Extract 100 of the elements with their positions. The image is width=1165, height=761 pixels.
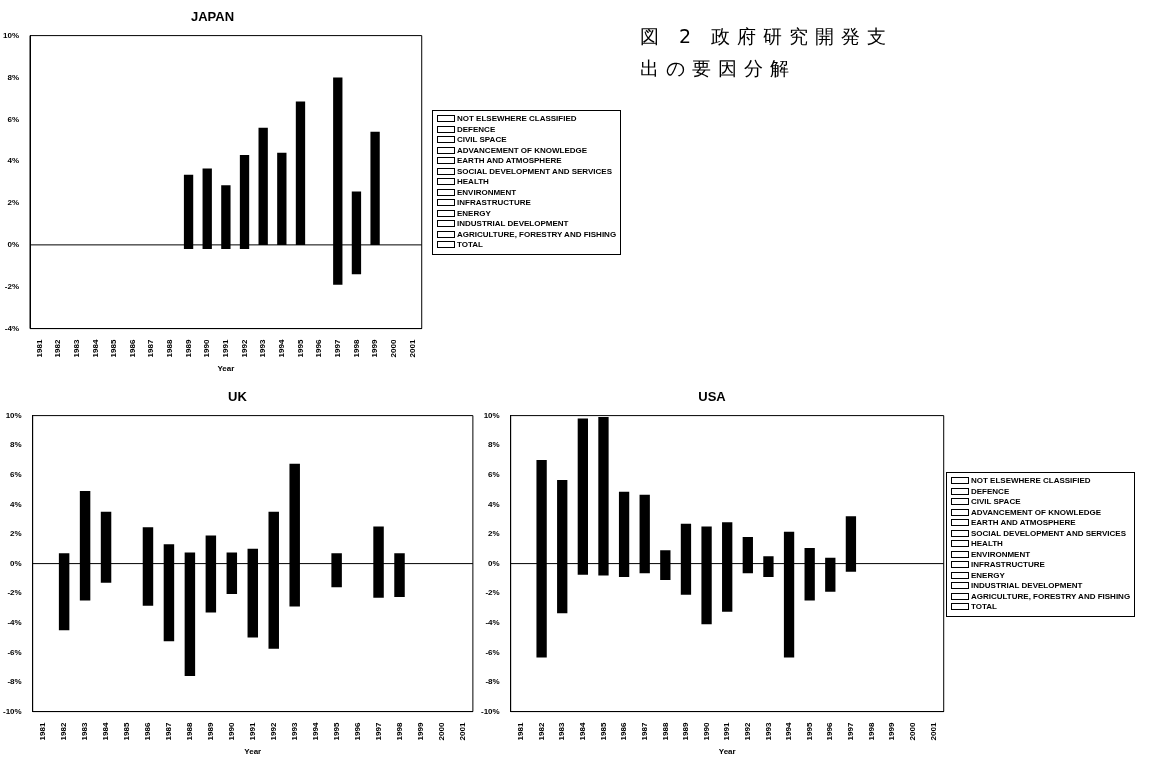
x-tick-label: 1988 bbox=[660, 722, 670, 741]
x-tick-label: 1983 bbox=[557, 722, 567, 741]
y-tick-label: -10% bbox=[480, 706, 500, 716]
text: HEALTH bbox=[970, 539, 1004, 550]
x-tick-label: 1997 bbox=[373, 722, 383, 741]
text: INFRASTRUCTURE bbox=[456, 198, 532, 209]
x-tick-label: 1998 bbox=[866, 722, 876, 741]
x-tick-label: 1999 bbox=[887, 722, 897, 741]
x-tick-label: 1982 bbox=[53, 339, 63, 358]
y-tick-label: -8% bbox=[485, 677, 500, 687]
text: EARTH AND ATMOSPHERE bbox=[456, 156, 563, 167]
x-tick-label: 1991 bbox=[221, 339, 231, 358]
y-tick-label: -4% bbox=[4, 323, 20, 333]
x-tick-label: 1989 bbox=[681, 722, 691, 741]
x-tick-label: 1994 bbox=[310, 722, 320, 741]
y-tick-label: 0% bbox=[488, 558, 500, 568]
y-tick-label: 10% bbox=[3, 30, 20, 40]
x-tick-label: 1994 bbox=[784, 722, 794, 741]
y-tick-label: 10% bbox=[483, 410, 500, 420]
y-tick-label: 10% bbox=[5, 410, 22, 420]
x-tick-label: 1982 bbox=[59, 722, 69, 741]
x-axis-title: Year bbox=[217, 364, 235, 374]
x-tick-label: 1996 bbox=[352, 722, 362, 741]
x-tick-label: 1988 bbox=[165, 339, 175, 358]
text: NOT ELSEWHERE CLASSIFIED bbox=[970, 476, 1092, 487]
y-tick-label: 2% bbox=[7, 198, 20, 208]
text: SOCIAL DEVELOPMENT AND SERVICES bbox=[456, 166, 613, 177]
chart-title: UK bbox=[228, 389, 248, 405]
x-tick-label: 1993 bbox=[289, 722, 299, 741]
x-tick-label: 1990 bbox=[202, 339, 212, 358]
x-tick-label: 1994 bbox=[277, 339, 287, 358]
text: DEFENCE bbox=[456, 124, 497, 135]
text: AGRICULTURE, FORESTRY AND FISHING bbox=[970, 591, 1131, 602]
y-tick-label: -2% bbox=[4, 281, 20, 291]
text: NOT ELSEWHERE CLASSIFIED bbox=[456, 114, 578, 125]
x-tick-label: 1987 bbox=[146, 339, 156, 358]
y-tick-label: 8% bbox=[7, 72, 20, 82]
x-tick-label: 2000 bbox=[388, 339, 398, 358]
x-tick-label: 1998 bbox=[394, 722, 404, 741]
y-tick-label: -2% bbox=[485, 588, 500, 598]
x-tick-label: 1990 bbox=[227, 722, 237, 741]
y-tick-label: 4% bbox=[10, 499, 22, 509]
text: CIVIL SPACE bbox=[456, 135, 508, 146]
x-tick-label: 1985 bbox=[598, 722, 608, 741]
x-tick-label: 1991 bbox=[247, 722, 257, 741]
x-tick-label: 1992 bbox=[743, 722, 753, 741]
x-axis-title: Year bbox=[244, 747, 262, 757]
y-tick-label: 8% bbox=[488, 440, 500, 450]
y-tick-label: -4% bbox=[485, 618, 500, 628]
chart-title: USA bbox=[698, 389, 727, 405]
y-tick-label: 6% bbox=[488, 470, 500, 479]
x-tick-label: 1985 bbox=[122, 722, 132, 741]
y-tick-label: -6% bbox=[485, 647, 500, 657]
x-tick-label: 1993 bbox=[258, 339, 268, 358]
x-tick-label: 1988 bbox=[185, 722, 195, 741]
y-tick-label: 4% bbox=[488, 499, 500, 509]
x-tick-label: 1984 bbox=[101, 722, 111, 741]
x-tick-label: 1984 bbox=[578, 722, 588, 741]
x-tick-label: 1999 bbox=[370, 339, 380, 358]
x-tick-label: 2001 bbox=[928, 722, 938, 741]
y-tick-label: -10% bbox=[2, 706, 22, 716]
text: INDUSTRIAL DEVELOPMENT bbox=[970, 581, 1084, 592]
x-tick-label: 1983 bbox=[80, 722, 90, 741]
y-tick-label: -6% bbox=[7, 647, 22, 657]
y-tick-label: 2% bbox=[10, 529, 22, 539]
y-tick-label: 6% bbox=[10, 470, 22, 479]
x-tick-label: 2001 bbox=[407, 339, 417, 358]
text: ENVIRONMENT bbox=[970, 549, 1032, 560]
x-tick-label: 1982 bbox=[536, 722, 546, 741]
x-tick-label: 1995 bbox=[331, 722, 341, 741]
x-tick-label: 1983 bbox=[71, 339, 81, 358]
text: INFRASTRUCTURE bbox=[970, 560, 1046, 571]
x-tick-label: 1996 bbox=[825, 722, 835, 741]
text: HEALTH bbox=[456, 177, 490, 188]
text: DEFENCE bbox=[970, 486, 1011, 497]
text: 図 2 政府研究開発支出の要因分解 bbox=[640, 24, 895, 81]
text: EARTH AND ATMOSPHERE bbox=[970, 518, 1077, 529]
x-tick-label: 1985 bbox=[109, 339, 119, 358]
text: CIVIL SPACE bbox=[970, 497, 1022, 508]
x-tick-label: 1981 bbox=[38, 722, 48, 741]
x-tick-label: 1986 bbox=[619, 722, 629, 741]
x-tick-label: 1987 bbox=[164, 722, 174, 741]
x-tick-label: 1987 bbox=[639, 722, 649, 741]
x-tick-label: 2000 bbox=[907, 722, 917, 741]
text: TOTAL bbox=[456, 240, 484, 251]
x-tick-label: 1981 bbox=[34, 339, 44, 358]
x-tick-label: 1986 bbox=[143, 722, 153, 741]
chart-title: JAPAN bbox=[190, 9, 235, 25]
x-axis-title: Year bbox=[718, 747, 736, 757]
x-tick-label: 1989 bbox=[206, 722, 216, 741]
y-tick-label: 8% bbox=[10, 440, 22, 450]
x-tick-label: 1991 bbox=[722, 722, 732, 741]
x-tick-label: 1981 bbox=[516, 722, 526, 741]
y-tick-label: 6% bbox=[7, 114, 20, 124]
y-tick-label: -4% bbox=[7, 618, 22, 628]
x-tick-label: 2001 bbox=[457, 722, 467, 741]
x-tick-label: 1993 bbox=[763, 722, 773, 741]
x-tick-label: 1992 bbox=[239, 339, 249, 358]
x-tick-label: 1998 bbox=[351, 339, 361, 358]
text: ENERGY bbox=[456, 208, 492, 219]
